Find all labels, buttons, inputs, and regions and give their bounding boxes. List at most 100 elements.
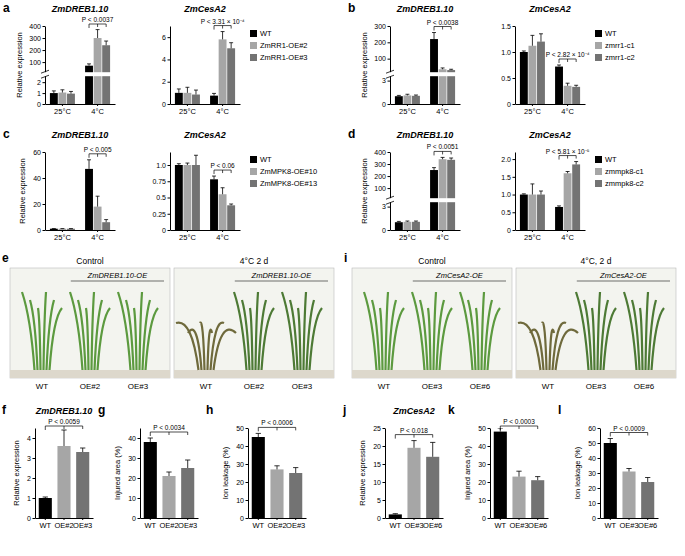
plant-leaf — [310, 308, 323, 370]
y-tick: 25 — [373, 425, 385, 432]
plant-label: OE#6 — [634, 382, 655, 391]
y-tick-label: 0.75 — [152, 178, 166, 185]
error-bar — [185, 163, 189, 165]
y-tick-label: 30 — [236, 461, 244, 468]
x-tick: WT — [604, 518, 616, 530]
y-axis-line — [35, 429, 36, 519]
plant-leaf — [262, 308, 275, 370]
x-tick-mark — [537, 518, 538, 520]
plant-leaf — [518, 323, 541, 370]
y-tick-label: 10 — [588, 500, 596, 507]
bar — [289, 473, 302, 518]
error-bar — [148, 438, 153, 442]
y-tick: 20 — [128, 475, 140, 482]
photo-caption: Control — [76, 256, 104, 266]
y-tick-label: 4 — [27, 435, 31, 442]
y-tick: 2 — [162, 78, 170, 85]
x-tick-label: 4°C — [436, 107, 449, 116]
x-tick: OE#2 — [267, 518, 286, 530]
marks — [144, 438, 195, 518]
y-tick: 200 — [374, 39, 390, 46]
significance-bracket — [395, 435, 432, 439]
error-bar — [566, 83, 570, 86]
y-tick: 100 — [29, 59, 45, 66]
y-tick: 40 — [128, 435, 140, 442]
y-tick: 100 — [374, 55, 390, 62]
legend-swatch — [250, 168, 257, 175]
x-axis: WTOE#3OE#6 — [491, 518, 549, 530]
bar — [227, 205, 235, 230]
error-bar — [522, 51, 526, 52]
error-bar — [177, 164, 181, 165]
y-tick: 2 — [37, 79, 45, 86]
x-tick-label: WT — [604, 521, 616, 530]
bar — [403, 95, 411, 104]
error-bar — [522, 193, 526, 195]
y-tick-label: 10 — [478, 497, 486, 504]
plant-leaf — [372, 300, 380, 370]
group-line — [577, 281, 670, 282]
y-tick: 30 — [236, 461, 248, 468]
chart: 0102030405060WTOE#3OE#6Ion leakage (%)lP… — [558, 403, 659, 530]
error-bar — [104, 41, 108, 45]
bar — [512, 477, 525, 518]
plant-leaf — [412, 292, 425, 370]
legend-label: WT — [260, 29, 272, 38]
x-tick-mark — [442, 230, 443, 232]
y-tick-label: 30 — [478, 461, 486, 468]
x-tick-mark — [432, 518, 433, 520]
y-tick-label: 20 — [588, 485, 596, 492]
plant-leaf — [290, 300, 298, 370]
bar — [564, 173, 572, 230]
x-tick-mark — [169, 518, 170, 520]
y-tick-label: 50 — [236, 425, 244, 432]
x-tick-mark — [500, 518, 501, 520]
y-tick: 1.0 — [501, 49, 515, 56]
y-tick-mark — [138, 478, 141, 479]
error-bar — [69, 91, 73, 93]
error-bar — [530, 35, 534, 45]
x-tick-mark — [45, 518, 46, 520]
y-tick: 3 — [382, 77, 390, 84]
y-axis-line — [390, 153, 391, 231]
chart: 0510152025WTOE#3OE#6ZmCesA2Relative expr… — [342, 403, 444, 530]
chart: 01020304050WTOE#3OE#6Injured area (%)kP … — [448, 403, 549, 530]
bar — [162, 476, 175, 518]
x-tick-mark — [150, 518, 151, 520]
y-tick-mark — [513, 177, 516, 178]
y-tick: 0 — [162, 101, 170, 108]
error-bar — [557, 206, 561, 207]
bar — [537, 42, 545, 104]
x-tick-label: 4°C — [561, 233, 574, 242]
y-tick: 1.5 — [501, 23, 515, 30]
error-bar — [221, 32, 225, 40]
x-tick: 25°C — [524, 104, 541, 116]
bar — [58, 93, 66, 104]
y-tick-mark — [43, 204, 46, 205]
error-bar — [52, 228, 56, 229]
y-tick: 2 — [27, 475, 35, 482]
y-tick: 300 — [29, 35, 45, 42]
y-tick-mark — [513, 78, 516, 79]
photo-panel: eControlWTOE#2OE#3ZmDREB1.10-OE4°C 2 dWT… — [2, 251, 334, 391]
plant-leaf — [50, 308, 63, 370]
y-axis-title: Ion leakage (%) — [221, 446, 230, 499]
bar — [39, 498, 52, 518]
y-tick: 30 — [478, 461, 490, 468]
bar — [50, 229, 58, 230]
error-bar — [414, 95, 418, 97]
bar — [50, 93, 58, 104]
bar — [94, 207, 102, 230]
x-tick-label: OE#3 — [509, 521, 528, 530]
error-bar — [411, 441, 416, 448]
y-tick-label: 1.5 — [501, 23, 511, 30]
x-tick: 4°C — [91, 230, 104, 242]
chart-title: ZmDREB1.10 — [51, 130, 109, 140]
error-bar — [574, 85, 578, 87]
error-bar — [574, 162, 578, 165]
plant-leaf — [22, 292, 35, 370]
bar — [183, 165, 191, 230]
plant-label: OE#2 — [80, 382, 101, 391]
y-tick: 50 — [588, 440, 600, 447]
chart-title: ZmDREB1.10 — [396, 4, 454, 14]
